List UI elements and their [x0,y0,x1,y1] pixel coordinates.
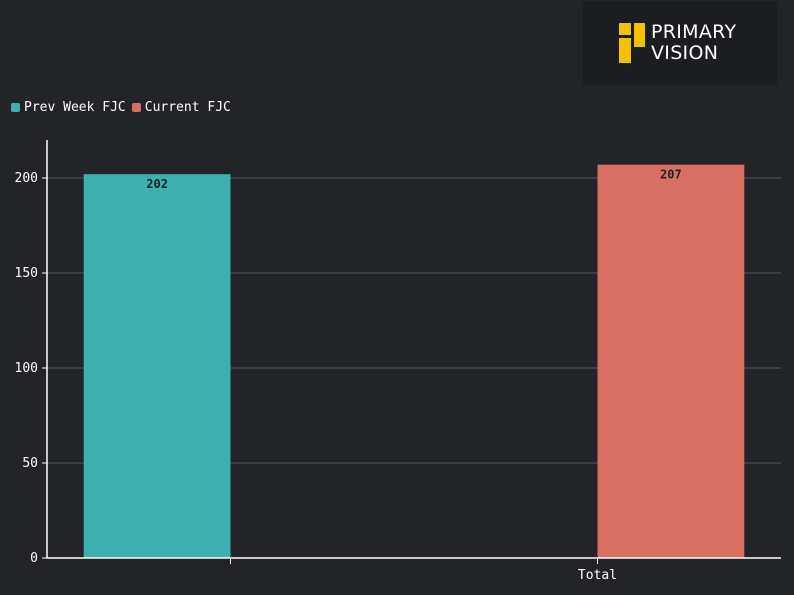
logo: PRIMARY VISION [583,1,777,85]
bar-data-label: 207 [660,168,682,182]
legend-swatch-prev-week [11,103,20,112]
primary-vision-logo-icon [619,23,645,63]
bar-data-label: 202 [146,177,168,191]
legend-item-prev-week[interactable]: Prev Week FJC [11,100,126,115]
bar [597,164,745,558]
y-tick-label: 200 [15,171,38,186]
y-tick-label: 100 [15,361,38,376]
legend-label-prev-week: Prev Week FJC [24,100,126,115]
legend-swatch-current [131,103,141,112]
legend-item-current[interactable]: Current FJC [131,100,231,115]
logo-line-2: VISION [651,42,719,64]
logo-line-1: PRIMARY [651,21,737,43]
x-tick-label: Total [578,568,617,583]
y-tick-label: 150 [15,266,38,281]
y-tick-label: 50 [22,456,38,471]
logo-text: PRIMARY VISION [651,22,736,64]
legend-label-current: Current FJC [144,100,231,115]
bar [83,174,231,558]
y-tick-label: 0 [30,551,38,566]
chart-legend: Prev Week FJC Current FJC [11,100,237,115]
